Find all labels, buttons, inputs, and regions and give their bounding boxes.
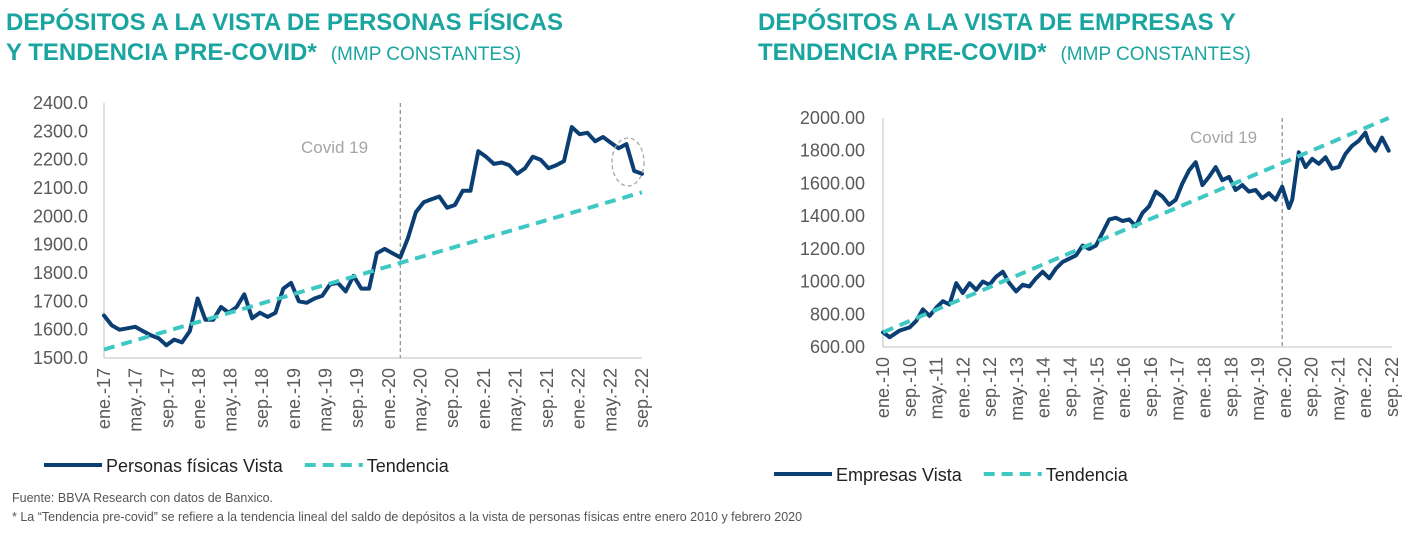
right-x-tick-label: may.-19	[1248, 357, 1268, 421]
right-title-line1: DEPÓSITOS A LA VISTA DE EMPRESAS Y	[758, 9, 1236, 36]
left-y-tick-label: 2000.0	[33, 206, 88, 226]
left-x-tick-label: may.-22	[600, 368, 620, 432]
left-title-line2: Y TENDENCIA PRE-COVID*	[6, 39, 317, 66]
right-legend-label: Tendencia	[1046, 465, 1129, 485]
right-x-tick-label: may.-11	[927, 357, 947, 419]
left-title-unit: (MMP CONSTANTES)	[330, 44, 522, 65]
left-x-tick-label: sep.-17	[157, 368, 177, 428]
right-series-trend	[882, 116, 1390, 335]
right-chart: 2000.00 1800.00 1600.00 1400.00 1200.00 1000.…	[774, 108, 1402, 485]
right-x-tick-label: may.-21	[1328, 357, 1348, 421]
left-x-tick-label: ene.-22	[569, 368, 589, 429]
right-y-tick-label: 1600.00	[800, 173, 865, 193]
right-title-line2: TENDENCIA PRE-COVID*	[758, 39, 1047, 66]
right-x-tick-label: sep.-20	[1302, 357, 1322, 417]
left-x-tick-label: ene.-20	[379, 368, 399, 429]
left-covid-label: Covid 19	[301, 138, 368, 157]
right-x-tick-label: sep.-16	[1141, 357, 1161, 417]
right-y-tick-label: 2000.00	[800, 108, 865, 128]
right-x-tick-label: ene.-16	[1114, 357, 1134, 418]
left-legend: Personas físicas Vista Tendencia	[44, 456, 450, 476]
right-legend-label: Empresas Vista	[836, 465, 963, 485]
left-y-tick-label: 2300.0	[33, 121, 88, 141]
right-x-tick-label: ene.-18	[1194, 357, 1214, 418]
right-y-tick-label: 1400.00	[800, 206, 865, 226]
right-legend: Empresas Vista Tendencia	[774, 465, 1129, 485]
right-title-unit: (MMP CONSTANTES)	[1060, 44, 1251, 65]
footer-source: Fuente: BBVA Research con datos de Banxi…	[12, 491, 274, 505]
left-x-tick-label: ene.-17	[94, 368, 114, 429]
right-x-tick-label: ene.-20	[1275, 357, 1295, 418]
left-y-tick-label: 2400.0	[33, 93, 88, 113]
right-x-tick-label: ene.-10	[873, 357, 893, 418]
left-x-tick-label: may.-18	[221, 368, 241, 432]
right-x-tick-label: may.-17	[1168, 357, 1188, 421]
left-y-tick-label: 1700.0	[33, 291, 88, 311]
left-highlight-circle	[611, 137, 645, 187]
left-x-tick-label: may.-21	[505, 368, 525, 432]
left-series-main	[102, 125, 644, 348]
left-series-trend	[103, 190, 643, 352]
left-x-tick-label: sep.-20	[442, 368, 462, 428]
right-x-tick-label: may.-13	[1007, 357, 1027, 421]
right-chart-title: DEPÓSITOS A LA VISTA DE EMPRESAS Y TENDE…	[758, 8, 1398, 70]
left-x-tick-label: sep.-22	[632, 368, 652, 428]
right-x-tick-label: sep.-10	[900, 357, 920, 417]
right-covid-label: Covid 19	[1190, 128, 1257, 147]
left-x-tick-label: sep.-21	[537, 368, 557, 428]
right-y-tick-label: 800.00	[810, 304, 865, 324]
right-series-main	[881, 130, 1391, 340]
left-x-tick-label: sep.-18	[252, 368, 272, 428]
left-x-tick-label: ene.-21	[474, 368, 494, 429]
left-chart-title: DEPÓSITOS A LA VISTA DE PERSONAS FÍSICAS…	[6, 8, 666, 70]
right-x-tick-label: ene.-22	[1355, 357, 1375, 418]
left-x-tick-label: ene.-19	[284, 368, 304, 429]
left-y-tick-label: 2200.0	[33, 150, 88, 170]
right-x-tick-label: ene.-12	[953, 357, 973, 418]
right-x-tick-label: may.-15	[1087, 357, 1107, 421]
right-x-tick-label: sep.-22	[1382, 357, 1402, 417]
right-y-tick-label: 1000.00	[800, 272, 865, 292]
right-x-tick-label: sep.-14	[1061, 357, 1081, 417]
left-chart: 2400.0 2300.0 2200.0 2100.0 2000.0 1900.0 1800…	[33, 93, 652, 476]
left-title-line1: DEPÓSITOS A LA VISTA DE PERSONAS FÍSICAS	[6, 9, 563, 36]
left-y-tick-label: 1800.0	[33, 263, 88, 283]
left-y-tick-label: 1500.0	[33, 348, 88, 368]
left-y-tick-label: 2100.0	[33, 178, 88, 198]
left-legend-label: Tendencia	[367, 456, 450, 476]
left-x-tick-label: ene.-18	[189, 368, 209, 429]
right-y-tick-label: 1800.00	[800, 141, 865, 161]
left-y-tick-label: 1900.0	[33, 235, 88, 255]
right-y-tick-label: 1200.00	[800, 239, 865, 259]
left-y-tick-label: 1600.0	[33, 320, 88, 340]
left-x-tick-label: may.-20	[410, 368, 430, 432]
left-legend-label: Personas físicas Vista	[106, 456, 284, 476]
left-x-tick-label: may.-17	[126, 368, 146, 432]
left-x-tick-label: sep.-19	[347, 368, 367, 428]
left-x-tick-label: may.-19	[316, 368, 336, 432]
footer-note: * La “Tendencia pre-covid” se refiere a …	[12, 510, 803, 524]
right-x-tick-label: sep.-12	[980, 357, 1000, 417]
right-x-tick-label: ene.-14	[1034, 357, 1054, 418]
right-y-tick-label: 600.00	[810, 337, 865, 357]
right-x-tick-label: sep.-18	[1221, 357, 1241, 417]
